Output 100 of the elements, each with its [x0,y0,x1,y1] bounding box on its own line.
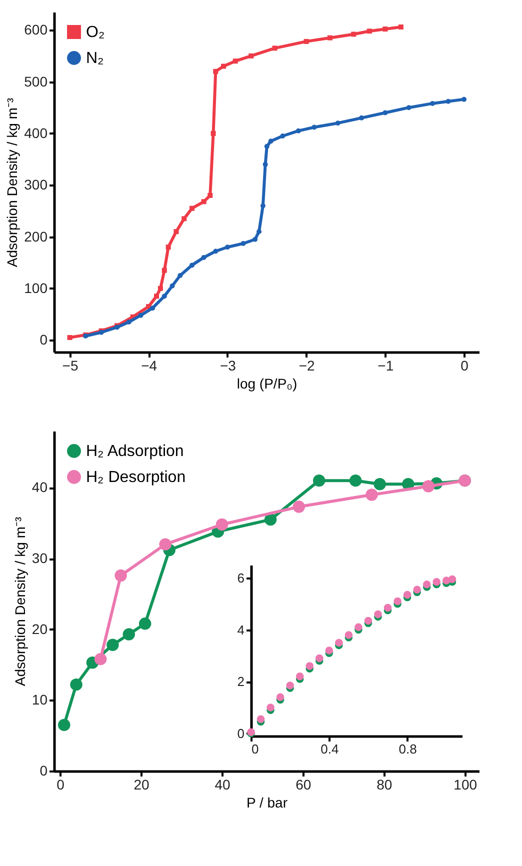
point [446,98,451,104]
y-tick-label: 4 [237,622,244,638]
x-axis-title: P / bar [246,794,288,810]
point [126,320,132,325]
point [403,590,412,599]
point [304,38,309,44]
point [384,604,392,612]
point [67,335,72,340]
point [262,162,268,167]
y-axis-title: Adsorption Density / kg m⁻³ [4,98,20,268]
point [366,488,378,501]
point [272,46,278,51]
point [394,597,402,606]
point [292,500,306,513]
point [266,704,274,712]
point [398,24,404,30]
point [327,35,332,40]
x-tick-label: 0.8 [398,742,417,756]
point [252,236,258,242]
y-tick-label: 100 [24,280,48,296]
point [280,134,286,139]
point [256,229,262,234]
x-tick-label: 100 [454,776,478,792]
point [382,26,388,32]
x-tick-label: −1 [378,358,394,374]
point [114,569,127,582]
x-tick-label: −4 [141,358,158,374]
point [406,105,412,110]
point [122,628,136,640]
point [359,115,364,120]
x-tick-label: 20 [134,776,150,792]
legend-label: H₂ Adsorption [86,443,184,460]
point [413,586,421,594]
point [221,64,226,69]
point [216,518,228,531]
y-tick-label: 400 [24,124,48,141]
point [316,654,324,662]
point [268,138,274,144]
y-tick-label: 10 [32,692,48,708]
point [462,96,467,102]
point [264,513,277,526]
point [232,58,238,64]
point [260,203,266,208]
y-tick-label: 6 [237,570,244,586]
point [374,610,382,618]
x-tick-label: −3 [220,358,236,374]
point [138,312,144,318]
point [182,216,187,222]
x-tick-label: −2 [298,358,316,374]
y-tick-label: 500 [24,73,48,90]
point [154,294,160,299]
point [364,616,372,625]
point [325,646,334,654]
point [366,28,372,34]
point [174,229,179,234]
x-tick-label: 0 [252,742,259,756]
point [162,294,167,299]
x-tick-label: 40 [214,776,230,792]
point [296,128,301,134]
point [208,192,213,198]
x-tick-label: 0 [56,776,65,792]
point [201,254,206,260]
point [178,273,183,278]
y-tick-label: 300 [24,176,48,193]
point [312,124,317,130]
point [354,623,362,632]
point [432,578,440,586]
y-tick-label: 2 [237,674,244,690]
y-tick-label: 20 [32,620,48,637]
point [201,199,206,204]
point [159,538,172,550]
y-tick-label: 600 [24,22,48,38]
point [349,474,362,487]
point [351,32,356,37]
point [335,120,340,126]
y-tick-label: 40 [32,479,48,496]
point [430,100,435,106]
point [240,240,246,246]
point [335,638,343,647]
point [150,306,156,311]
y-tick-label: 0 [40,762,48,778]
point [248,53,254,58]
point [422,580,431,588]
point [286,682,294,690]
point [256,715,265,724]
legend-label: O₂ [86,24,105,41]
point [138,618,152,630]
point [374,478,386,490]
point [106,638,119,652]
point [189,206,194,211]
point [296,672,304,680]
point [158,286,163,291]
point [344,631,353,639]
y-tick-label: 200 [24,228,48,244]
y-tick-label: 30 [32,550,48,566]
x-tick-label: 80 [376,776,392,792]
x-tick-label: 60 [296,776,312,792]
y-tick-label: 0 [237,726,244,741]
point [224,244,230,250]
point [276,693,284,701]
